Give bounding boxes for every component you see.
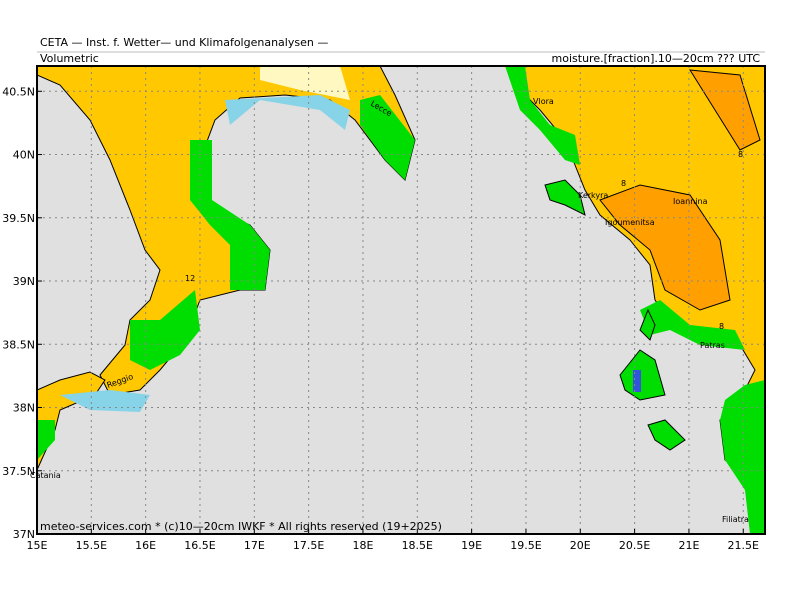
green-patch <box>37 420 55 460</box>
x-tick-label: 16E <box>135 539 156 552</box>
y-tick-label: 38.5N <box>2 338 35 351</box>
y-tick-label: 37.5N <box>2 465 35 478</box>
place-label: Kerkyra <box>578 191 608 200</box>
x-tick-label: 15.5E <box>76 539 107 552</box>
contour-label: 12 <box>185 274 195 283</box>
y-tick-label: 37N <box>13 528 35 541</box>
dry-zone <box>599 184 731 311</box>
green-patch <box>130 290 200 370</box>
x-tick-label: 19E <box>461 539 482 552</box>
x-tick-label: 20.5E <box>619 539 650 552</box>
place-label: Igoumenitsa <box>605 218 655 227</box>
y-tick-label: 39N <box>13 275 35 288</box>
y-tick-label: 40N <box>13 149 35 162</box>
x-tick-label: 18E <box>352 539 373 552</box>
island <box>619 349 666 401</box>
x-tick-label: 17.5E <box>293 539 324 552</box>
wet-spot <box>633 370 641 392</box>
grid <box>37 66 765 534</box>
map-area <box>37 66 765 534</box>
wet-zone <box>225 95 350 130</box>
place-label: Patras <box>700 341 725 350</box>
header-right: moisture.[fraction].10—20cm ??? UTC <box>552 52 761 65</box>
island <box>544 179 586 216</box>
contour-label: 8 <box>738 150 743 159</box>
contour-label: 8 <box>621 179 626 188</box>
title: CETA — Inst. f. Wetter— und Klimafolgena… <box>40 36 328 49</box>
place-label: Filiatra <box>722 515 749 524</box>
header-left: Volumetric <box>40 52 99 65</box>
green-patch <box>190 140 270 290</box>
x-tick-label: 21.5E <box>728 539 759 552</box>
island <box>647 419 686 451</box>
x-tick-label: 18.5E <box>402 539 433 552</box>
place-label: Catania <box>30 471 61 480</box>
x-tick-label: 17E <box>244 539 265 552</box>
place-label: Vlora <box>533 97 554 106</box>
x-tick-label: 21E <box>678 539 699 552</box>
dry-zone <box>689 69 761 151</box>
green-patch <box>720 380 765 534</box>
y-tick-label: 38N <box>13 402 35 415</box>
island <box>639 308 656 341</box>
x-tick-label: 16.5E <box>184 539 215 552</box>
x-tick-label: 20E <box>570 539 591 552</box>
green-patch <box>360 95 415 180</box>
wet-zone <box>260 66 350 100</box>
place-label: Ioannina <box>673 197 708 206</box>
x-tick-label: 15E <box>27 539 48 552</box>
frame <box>36 65 766 535</box>
green-patch <box>505 66 580 165</box>
green-patch <box>640 300 745 350</box>
x-tick-label: 19.5E <box>510 539 541 552</box>
footer: meteo-services.com * (c)10—20cm IWKF * A… <box>40 520 442 533</box>
y-tick-label: 39.5N <box>2 212 35 225</box>
contour-label: 8 <box>719 322 724 331</box>
wet-zone <box>60 390 150 412</box>
y-tick-label: 40.5N <box>2 85 35 98</box>
